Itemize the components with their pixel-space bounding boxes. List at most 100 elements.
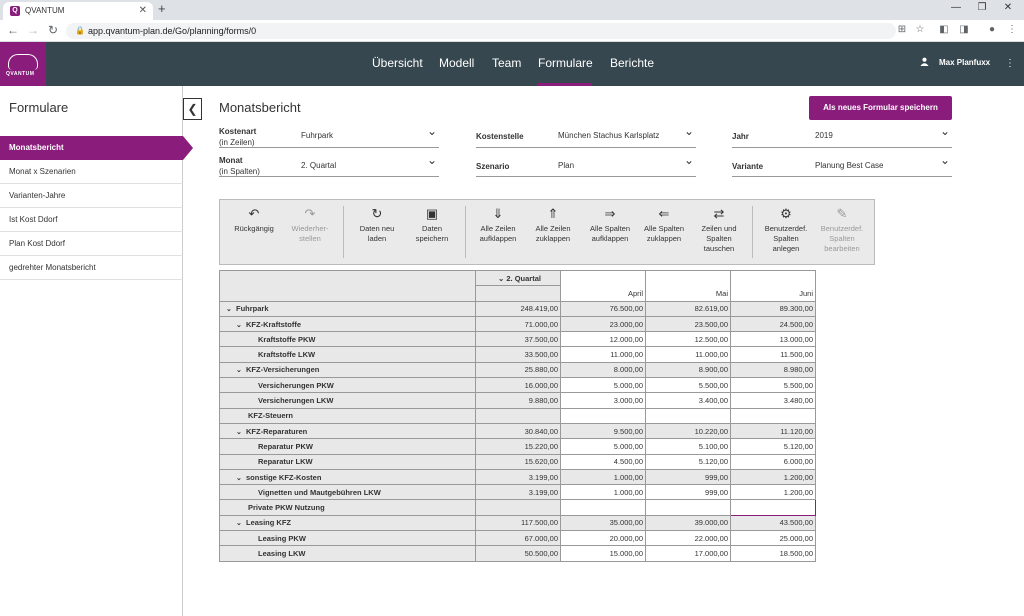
value-cell[interactable] [560,499,646,516]
collapse-all-rows-button[interactable]: ⇑ Alle Zeilen zuklappen [525,206,581,244]
value-cell[interactable]: 5.000,00 [560,438,646,455]
value-cell[interactable]: 50.500,00 [475,545,561,562]
value-cell[interactable]: 8.980,00 [730,361,816,379]
row-label[interactable]: ⌄ KFZ-Reparaturen [219,422,476,440]
row-label[interactable]: KFZ-Steuern [219,407,476,424]
value-cell[interactable]: 13.000,00 [730,331,816,348]
chevron-down-icon[interactable]: ⌄ [226,306,232,314]
value-cell[interactable]: 4.500,00 [560,453,646,470]
profile-icon[interactable]: ● [988,24,996,35]
value-cell[interactable]: 1.200,00 [730,484,816,501]
row-label[interactable]: Versicherungen PKW [219,377,476,394]
szenario-select[interactable]: Szenario Plan ⌄ [476,153,696,177]
value-cell[interactable]: 89.300,00 [730,300,816,317]
kostenstelle-select[interactable]: Kostenstelle München Stachus Karlsplatz … [476,124,696,148]
value-cell[interactable]: 30.840,00 [475,422,561,440]
value-cell[interactable]: 1.000,00 [560,484,646,501]
value-cell[interactable]: 43.500,00 [730,514,816,532]
value-cell[interactable]: 3.400,00 [645,392,731,409]
row-label[interactable]: Reparatur LKW [219,453,476,470]
row-label[interactable]: Versicherungen LKW [219,392,476,409]
value-cell[interactable]: 3.480,00 [730,392,816,409]
swap-rows-columns-button[interactable]: ⇄ Zeilen und Spalten tauschen [690,206,748,254]
chevron-down-icon[interactable]: ⌄ [236,520,242,528]
value-cell[interactable]: 82.619,00 [645,300,731,317]
sidebar-item-monat-x-szenarien[interactable]: Monat x Szenarien [0,160,183,184]
row-label[interactable]: Vignetten und Mautgebühren LKW [219,484,476,501]
value-cell[interactable]: 1.200,00 [730,468,816,486]
col-header-mai[interactable]: Mai [645,285,731,302]
row-label[interactable]: Leasing PKW [219,530,476,547]
restore-icon[interactable]: ❐ [977,2,987,13]
extension-icon-2[interactable]: ◨ [959,24,969,35]
row-label[interactable]: ⌄ KFZ-Versicherungen [219,361,476,379]
edit-custom-columns-button[interactable]: ✎ Benutzerdef. Spalten bearbeiten [811,206,873,254]
value-cell[interactable]: 999,00 [645,484,731,501]
sidebar-item-monatsbericht[interactable]: Monatsbericht [0,136,193,160]
value-cell[interactable]: 10.220,00 [645,422,731,440]
value-cell[interactable]: 15.220,00 [475,438,561,455]
sidebar-item-gedrehter-monatsbericht[interactable]: gedrehter Monatsbericht [0,256,183,280]
value-cell[interactable]: 12.500,00 [645,331,731,348]
row-label[interactable]: Reparatur PKW [219,438,476,455]
value-cell[interactable]: 35.000,00 [560,514,646,532]
value-cell[interactable]: 12.000,00 [560,331,646,348]
value-cell[interactable] [645,407,731,424]
value-cell[interactable]: 24.500,00 [730,315,816,333]
forward-icon[interactable]: → [27,23,39,37]
value-cell[interactable]: 15.620,00 [475,453,561,470]
add-custom-columns-button[interactable]: ⚙ Benutzerdef. Spalten anlegen [755,206,817,254]
value-cell[interactable]: 11.000,00 [560,346,646,363]
value-cell[interactable]: 3.199,00 [475,484,561,501]
expand-all-rows-button[interactable]: ⇓ Alle Zeilen aufklappen [470,206,526,244]
nav-modell[interactable]: Modell [439,56,475,70]
app-menu-icon[interactable]: ⋮ [1005,58,1015,69]
col-header-april[interactable]: April [560,285,646,302]
nav-formulare[interactable]: Formulare [538,56,593,70]
row-label[interactable]: ⌄ sonstige KFZ-Kosten [219,468,476,486]
value-cell[interactable]: 22.000,00 [645,530,731,547]
collapse-sidebar-button[interactable]: ❮ [183,98,202,120]
browser-tab[interactable]: Q QVANTUM ✕ [3,2,153,20]
value-cell[interactable]: 8.000,00 [560,361,646,379]
sidebar-item-varianten-jahre[interactable]: Varianten-Jahre [0,184,183,208]
row-label[interactable]: Kraftstoffe PKW [219,331,476,348]
value-cell[interactable]: 76.500,00 [560,300,646,317]
value-cell[interactable]: 9.880,00 [475,392,561,409]
chevron-down-icon[interactable]: ⌄ [236,367,242,375]
sidebar-item-ist-kost-ddorf[interactable]: Ist Kost Ddorf [0,208,183,232]
value-cell[interactable]: 20.000,00 [560,530,646,547]
row-label[interactable]: ⌄ KFZ-Kraftstoffe [219,315,476,333]
address-bar[interactable]: 🔒 app.qvantum-plan.de/Go/planning/forms/… [66,23,896,39]
undo-button[interactable]: ↶ Rückgängig [224,206,284,234]
reload-icon[interactable]: ↻ [47,23,59,37]
value-cell[interactable]: 5.100,00 [645,438,731,455]
collapse-all-columns-button[interactable]: ⇐ Alle Spalten zuklappen [635,206,693,244]
expand-all-columns-button[interactable]: ⇒ Alle Spalten aufklappen [581,206,639,244]
value-cell[interactable]: 71.000,00 [475,315,561,333]
row-label[interactable]: ⌄ Fuhrpark [219,300,476,317]
row-label[interactable]: ⌄ Leasing KFZ [219,514,476,532]
value-cell[interactable] [560,407,646,424]
nav-uebersicht[interactable]: Übersicht [372,56,423,70]
value-cell[interactable]: 6.000,00 [730,453,816,470]
value-cell[interactable]: 3.199,00 [475,468,561,486]
chevron-down-icon[interactable]: ⌄ [236,428,242,436]
value-cell[interactable]: 11.000,00 [645,346,731,363]
row-label[interactable]: Leasing LKW [219,545,476,562]
browser-menu-icon[interactable]: ⋮ [1007,24,1017,35]
value-cell[interactable]: 15.000,00 [560,545,646,562]
value-cell[interactable]: 17.000,00 [645,545,731,562]
col-header-juni[interactable]: Juni [730,285,816,302]
bookmark-star-icon[interactable]: ☆ [915,24,925,35]
qvantum-logo[interactable]: QVANTUM [0,42,46,86]
col-group-header[interactable]: ⌄ 2. Quartal [475,269,561,287]
value-cell[interactable]: 8.900,00 [645,361,731,379]
value-cell[interactable]: 23.500,00 [645,315,731,333]
back-icon[interactable]: ← [7,23,19,37]
value-cell[interactable] [475,499,561,516]
value-cell[interactable]: 5.120,00 [645,453,731,470]
value-cell[interactable]: 67.000,00 [475,530,561,547]
save-as-new-form-button[interactable]: Als neues Formular speichern [809,96,952,120]
translate-icon[interactable]: ⊞ [897,24,907,35]
